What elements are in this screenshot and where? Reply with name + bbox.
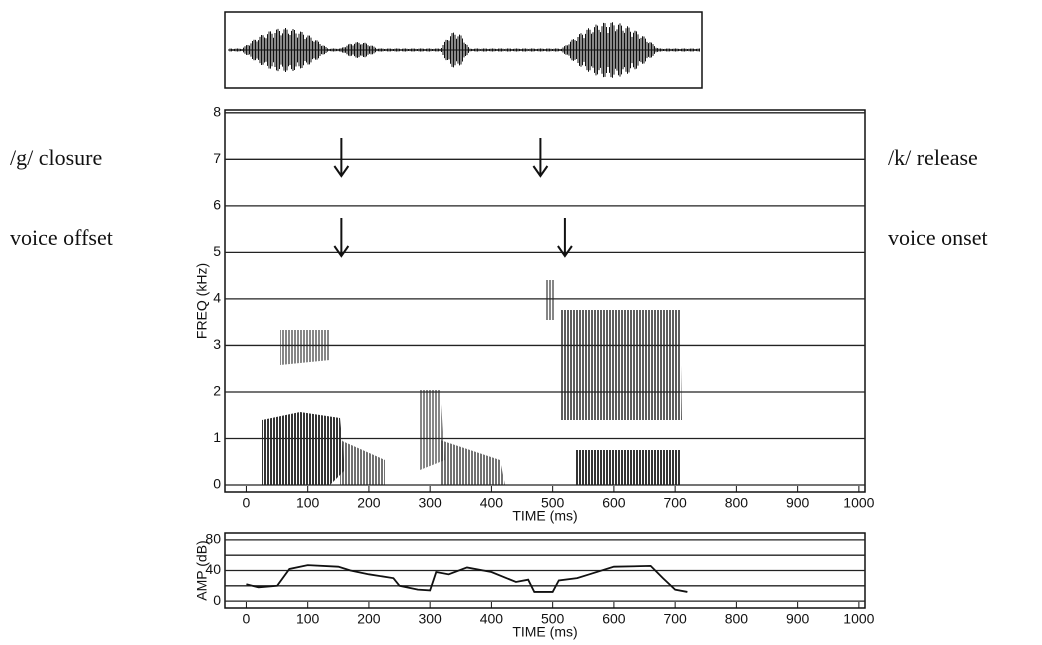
- spectrogram-energy: [262, 280, 682, 485]
- energy-blob: [440, 440, 505, 485]
- x-tick-label: 0: [243, 495, 251, 511]
- x-tick-label: 500: [541, 611, 565, 627]
- y-axis-label: AMP (dB): [194, 540, 210, 600]
- annotation-label: voice onset: [888, 225, 988, 250]
- waveform: [228, 22, 700, 78]
- y-tick-label: 7: [213, 150, 221, 166]
- x-tick-label: 200: [357, 495, 381, 511]
- energy-blob: [340, 440, 385, 485]
- y-tick-label: 2: [213, 383, 221, 399]
- x-tick-label: 300: [418, 495, 442, 511]
- x-tick-label: 700: [663, 611, 687, 627]
- x-tick-label: 200: [357, 611, 381, 627]
- x-tick-label: 1000: [843, 611, 874, 627]
- y-tick-label: 0: [213, 592, 221, 608]
- x-tick-label: 700: [663, 495, 687, 511]
- plot-frame: [224, 109, 866, 493]
- arrow-head: [333, 165, 350, 178]
- y-tick-label: 4: [213, 290, 221, 306]
- x-tick-label: 500: [541, 495, 565, 511]
- energy-blob: [280, 330, 330, 365]
- x-tick-label: 400: [480, 495, 504, 511]
- energy-blob: [420, 390, 445, 470]
- x-tick-label: 600: [602, 495, 626, 511]
- x-tick-label: 100: [296, 495, 320, 511]
- y-tick-label: 6: [213, 197, 221, 213]
- y-tick-label: 80: [205, 531, 221, 547]
- waveform-panel: [224, 11, 703, 89]
- y-tick-label: 5: [213, 243, 221, 259]
- waveform-frame: [224, 11, 703, 89]
- energy-blob: [575, 450, 680, 485]
- x-tick-label: 1000: [843, 495, 874, 511]
- y-tick-label: 8: [213, 103, 221, 119]
- annotation-label: voice offset: [10, 225, 113, 250]
- arrow-head: [557, 245, 573, 258]
- arrow-head: [333, 245, 350, 258]
- x-tick-label: 800: [725, 495, 749, 511]
- amplitude-line: [246, 564, 688, 593]
- y-axis-label: FREQ (kHz): [194, 263, 210, 339]
- energy-blob: [262, 412, 345, 485]
- x-tick-label: 0: [243, 611, 251, 627]
- y-tick-label: 3: [213, 336, 221, 352]
- x-tick-label: 900: [786, 495, 810, 511]
- x-tick-label: 300: [418, 611, 442, 627]
- y-tick-label: 40: [205, 561, 221, 577]
- annotation-label: /g/ closure: [10, 145, 102, 170]
- x-axis-label: TIME (ms): [512, 624, 577, 640]
- y-tick-label: 0: [213, 476, 221, 492]
- y-tick-label: 1: [213, 429, 221, 445]
- x-tick-label: 900: [786, 611, 810, 627]
- energy-blob: [545, 280, 555, 320]
- x-tick-label: 600: [602, 611, 626, 627]
- x-tick-label: 100: [296, 611, 320, 627]
- arrow-head: [532, 165, 549, 178]
- annotation-label: /k/ release: [888, 145, 978, 170]
- x-tick-label: 800: [725, 611, 749, 627]
- energy-blob: [560, 310, 682, 420]
- x-axis-label: TIME (ms): [512, 508, 577, 524]
- x-tick-label: 400: [480, 611, 504, 627]
